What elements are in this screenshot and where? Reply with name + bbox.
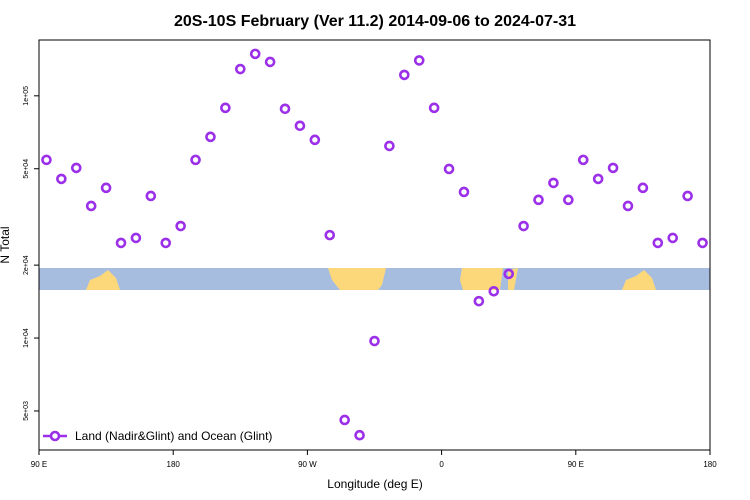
point	[697, 237, 708, 249]
point	[41, 154, 52, 166]
point	[324, 229, 336, 241]
land	[328, 268, 386, 290]
land	[622, 270, 656, 290]
land-mask	[39, 268, 710, 290]
x-axis-label: Longitude (deg E)	[327, 477, 422, 491]
point	[309, 134, 321, 146]
point	[56, 173, 67, 185]
x-tick-label: 180	[167, 460, 181, 469]
point	[249, 48, 261, 60]
point	[145, 190, 157, 202]
point	[369, 335, 380, 347]
point	[428, 102, 440, 114]
point	[235, 63, 246, 75]
point	[294, 120, 306, 132]
point	[279, 103, 291, 115]
point	[160, 237, 172, 249]
y-tick-label: 2e+04	[23, 255, 30, 275]
point	[130, 232, 142, 244]
point	[70, 162, 82, 174]
chart-title: 20S-10S February (Ver 11.2) 2014-09-06 t…	[174, 13, 576, 30]
y-tick-label: 5e+04	[23, 159, 30, 179]
point	[354, 429, 365, 441]
point	[220, 102, 231, 114]
x-tick-label: 90 E	[31, 460, 47, 469]
point	[488, 285, 500, 297]
point	[115, 237, 127, 249]
point	[473, 295, 485, 307]
x-tick-label: 180	[703, 460, 717, 469]
land	[460, 268, 503, 290]
point	[85, 200, 97, 212]
point	[637, 182, 649, 194]
x-tick-label: 90 E	[568, 460, 584, 469]
point	[533, 194, 544, 206]
point	[100, 182, 112, 194]
point	[190, 154, 201, 166]
point	[384, 140, 395, 152]
point	[399, 69, 410, 81]
point	[622, 200, 634, 212]
land	[86, 270, 120, 290]
point	[563, 194, 574, 206]
point	[413, 55, 425, 66]
y-tick-label: 1e+04	[23, 328, 30, 348]
x-tick-label: 90 W	[298, 460, 317, 469]
plot-frame	[38, 39, 711, 451]
point	[667, 232, 679, 244]
y-tick-label: 5e+03	[23, 401, 30, 421]
point	[592, 173, 604, 185]
y-tick-label: 1e+05	[23, 86, 30, 106]
point	[577, 154, 589, 166]
point	[443, 163, 455, 175]
point	[205, 131, 216, 143]
point	[682, 190, 693, 202]
point	[503, 268, 515, 280]
point	[339, 414, 350, 426]
legend-label: Land (Nadir&Glint) and Ocean (Glint)	[75, 429, 272, 443]
point	[264, 56, 276, 68]
point	[175, 220, 186, 232]
point	[518, 220, 529, 232]
point	[652, 237, 664, 249]
x-tick-label: 0	[439, 460, 444, 469]
legend-marker	[49, 430, 61, 442]
point	[548, 177, 559, 189]
point	[458, 186, 470, 198]
y-axis-label: N Total	[0, 226, 12, 263]
land	[508, 268, 518, 290]
point	[607, 162, 619, 174]
